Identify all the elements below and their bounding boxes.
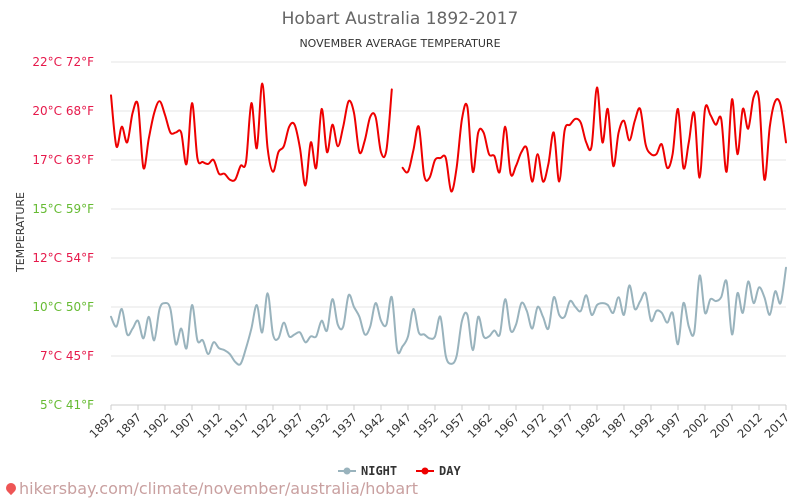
y-tick-label: 17°C 63°F bbox=[32, 153, 94, 167]
location-pin-icon bbox=[3, 480, 19, 496]
chart-subtitle: NOVEMBER AVERAGE TEMPERATURE bbox=[299, 37, 500, 50]
y-tick-label: 5°C 41°F bbox=[40, 398, 94, 412]
x-tick-label: 1957 bbox=[438, 410, 469, 441]
x-tick-label: 2012 bbox=[735, 410, 766, 441]
x-tick-label: 1907 bbox=[168, 410, 199, 441]
x-ticks: 1892189719021907191219171922192719321937… bbox=[87, 405, 793, 441]
series-lines bbox=[110, 82, 787, 366]
x-tick-label: 1952 bbox=[411, 410, 442, 441]
x-tick-label: 1927 bbox=[276, 410, 307, 441]
x-tick-label: 1972 bbox=[519, 410, 550, 441]
x-tick-label: 1982 bbox=[573, 410, 604, 441]
source-link[interactable]: hikersbay.com/climate/november/australia… bbox=[3, 479, 418, 498]
y-tick-label: 15°C 59°F bbox=[32, 202, 94, 216]
y-tick-label: 20°C 68°F bbox=[32, 104, 94, 118]
x-tick-label: 1997 bbox=[654, 410, 685, 441]
x-tick-label: 2017 bbox=[762, 410, 793, 441]
legend-label-day: DAY bbox=[439, 464, 461, 478]
x-tick-label: 2007 bbox=[708, 410, 739, 441]
x-tick-label: 1947 bbox=[384, 410, 415, 441]
y-tick-label: 22°C 72°F bbox=[32, 55, 94, 69]
series-line-day bbox=[110, 82, 787, 193]
x-tick-label: 1897 bbox=[114, 410, 145, 441]
legend: NIGHT DAY bbox=[338, 464, 461, 478]
y-tick-label: 10°C 50°F bbox=[32, 300, 94, 314]
source-url: hikersbay.com/climate/november/australia… bbox=[19, 479, 418, 498]
y-axis-label: TEMPERATURE bbox=[14, 192, 27, 273]
x-tick-label: 1967 bbox=[492, 410, 523, 441]
x-tick-label: 1932 bbox=[303, 410, 334, 441]
chart-title: Hobart Australia 1892-2017 bbox=[282, 9, 519, 29]
gridlines bbox=[111, 61, 786, 406]
legend-item-night[interactable]: NIGHT bbox=[338, 464, 397, 478]
x-tick-label: 1902 bbox=[141, 410, 172, 441]
legend-item-day[interactable]: DAY bbox=[416, 464, 461, 478]
y-tick-label: 7°C 45°F bbox=[40, 349, 94, 363]
legend-label-night: NIGHT bbox=[361, 464, 397, 478]
series-line-night bbox=[110, 266, 787, 366]
x-tick-label: 1917 bbox=[222, 410, 253, 441]
x-tick-label: 1892 bbox=[87, 410, 118, 441]
x-tick-label: 1922 bbox=[249, 410, 280, 441]
x-tick-label: 1912 bbox=[195, 410, 226, 441]
x-tick-label: 1977 bbox=[546, 410, 577, 441]
x-tick-label: 2002 bbox=[681, 410, 712, 441]
x-tick-label: 1962 bbox=[465, 410, 496, 441]
x-tick-label: 1987 bbox=[600, 410, 631, 441]
x-tick-label: 1937 bbox=[330, 410, 361, 441]
y-ticks: 5°C 41°F 7°C 45°F 10°C 50°F 12°C 54°F 15°C 5… bbox=[32, 55, 94, 412]
x-tick-label: 1942 bbox=[357, 410, 388, 441]
x-tick-label: 1992 bbox=[627, 410, 658, 441]
y-tick-label: 12°C 54°F bbox=[32, 251, 94, 265]
